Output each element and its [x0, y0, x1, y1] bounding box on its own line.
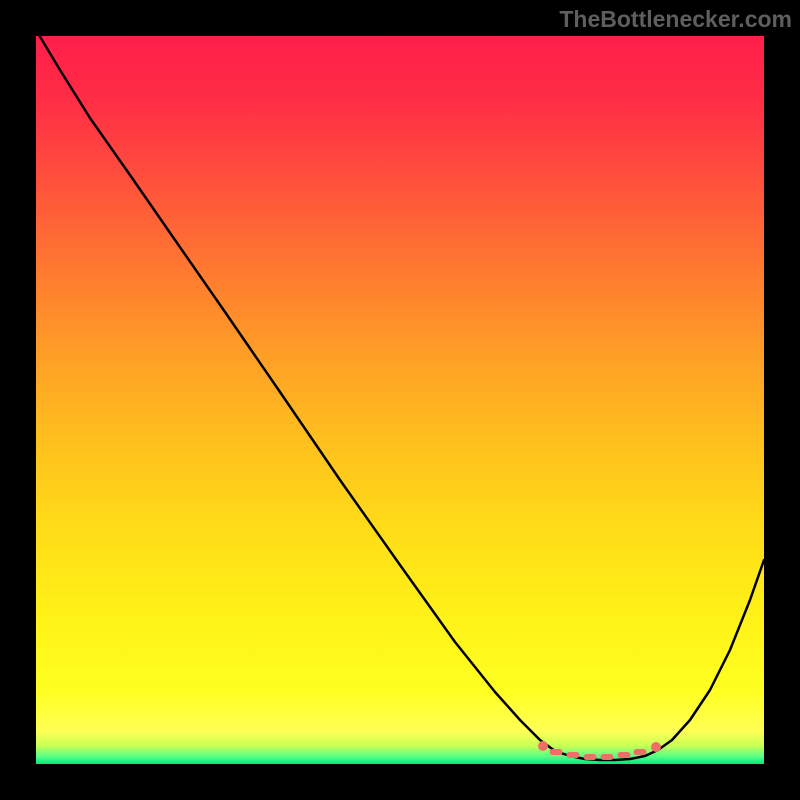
flat-endpoint-dot	[538, 741, 548, 751]
flat-dash	[584, 754, 597, 760]
plot-background	[36, 36, 764, 764]
flat-dash	[567, 752, 580, 758]
chart-container: TheBottlenecker.com	[0, 0, 800, 800]
flat-dash	[618, 752, 631, 758]
flat-dash	[550, 749, 563, 755]
watermark-text: TheBottlenecker.com	[559, 6, 792, 33]
flat-dash	[601, 754, 614, 760]
flat-endpoint-dot	[651, 742, 661, 752]
chart-svg	[0, 0, 800, 800]
flat-dash	[634, 749, 647, 755]
